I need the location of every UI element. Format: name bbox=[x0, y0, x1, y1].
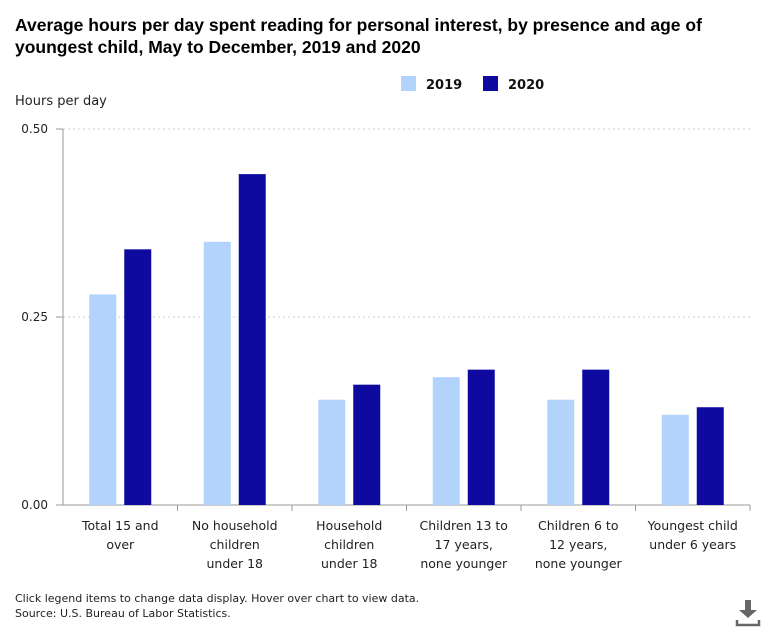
legend-label-2020[interactable]: 2020 bbox=[508, 78, 544, 93]
x-tick-label: none younger bbox=[535, 556, 623, 571]
x-tick-label: children bbox=[210, 537, 260, 552]
x-tick-label: 12 years, bbox=[549, 537, 607, 552]
x-tick-label: under 6 years bbox=[649, 537, 736, 552]
bar-2020[interactable] bbox=[696, 407, 724, 505]
x-tick-label: none younger bbox=[420, 556, 508, 571]
y-tick-label: 0.50 bbox=[21, 122, 48, 136]
x-tick-label: Children 6 to bbox=[538, 518, 618, 533]
bar-2020[interactable] bbox=[353, 384, 381, 505]
bar-2020[interactable] bbox=[124, 249, 152, 505]
bar-2019[interactable] bbox=[432, 377, 460, 505]
download-button[interactable] bbox=[735, 600, 761, 628]
legend-label-2019[interactable]: 2019 bbox=[426, 78, 462, 93]
y-tick-label: 0.00 bbox=[21, 498, 48, 512]
x-tick-label: children bbox=[324, 537, 374, 552]
legend-swatch-2019[interactable] bbox=[401, 76, 416, 91]
legend-swatch-2020[interactable] bbox=[483, 76, 498, 91]
bar-2019[interactable] bbox=[203, 241, 231, 506]
x-tick-label: No household bbox=[192, 518, 278, 533]
download-icon bbox=[735, 600, 761, 627]
x-tick-label: Total 15 and bbox=[81, 518, 159, 533]
footer-note: Click legend items to change data displa… bbox=[15, 592, 420, 605]
x-tick-label: Youngest child bbox=[647, 518, 738, 533]
bar-2020[interactable] bbox=[467, 369, 495, 505]
bar-2020[interactable] bbox=[238, 174, 266, 505]
x-tick-label: under 18 bbox=[207, 556, 264, 571]
bar-2019[interactable] bbox=[318, 399, 346, 505]
y-tick-label: 0.25 bbox=[21, 310, 48, 324]
chart-title: Average hours per day spent reading for … bbox=[15, 15, 702, 57]
footer-source: Source: U.S. Bureau of Labor Statistics. bbox=[15, 607, 231, 620]
bar-2019[interactable] bbox=[547, 399, 575, 505]
x-tick-label: 17 years, bbox=[435, 537, 493, 552]
x-tick-label: under 18 bbox=[321, 556, 378, 571]
bar-2020[interactable] bbox=[582, 369, 610, 505]
y-axis-label: Hours per day bbox=[15, 94, 107, 109]
x-tick-label: Children 13 to bbox=[420, 518, 508, 533]
x-tick-label: over bbox=[106, 537, 135, 552]
bar-2019[interactable] bbox=[661, 414, 689, 505]
bar-2019[interactable] bbox=[89, 294, 117, 505]
x-tick-label: Household bbox=[316, 518, 382, 533]
